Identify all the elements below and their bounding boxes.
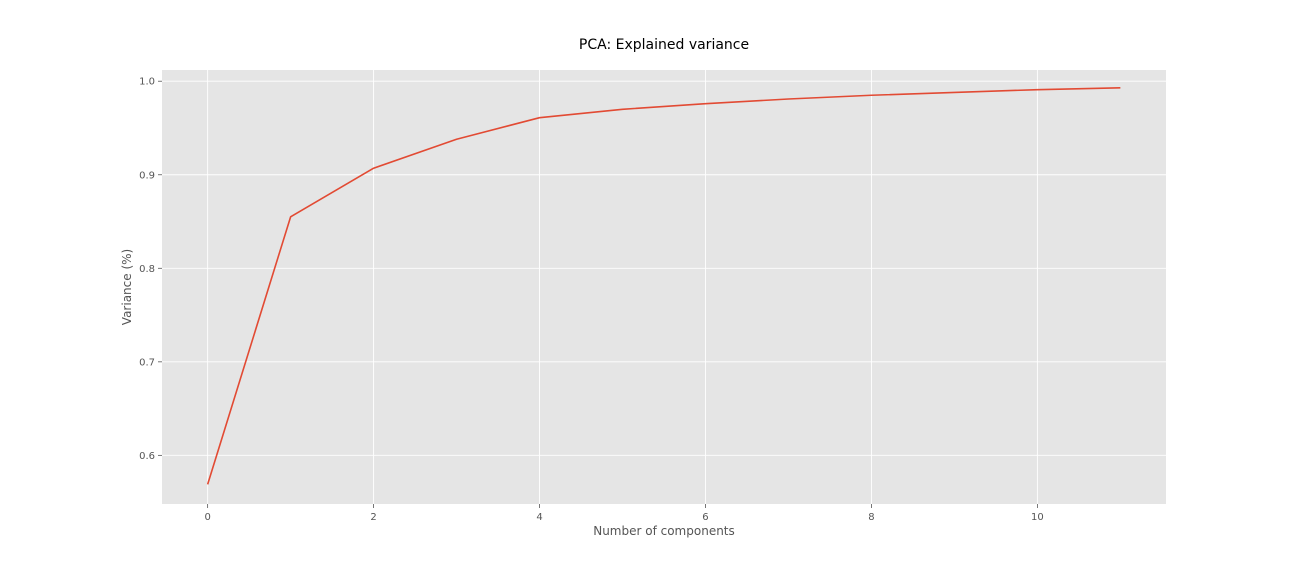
y-axis-ticks: 0.6 0.7 0.8 0.9 1.0 (139, 77, 162, 462)
chart-title: PCA: Explained variance (579, 37, 749, 53)
x-tick-label: 6 (702, 512, 708, 523)
x-tick-label: 8 (868, 512, 874, 523)
y-tick-label: 0.7 (139, 357, 155, 368)
y-tick-label: 0.8 (139, 264, 155, 275)
x-tick-label: 2 (370, 512, 376, 523)
x-tick-label: 10 (1031, 512, 1044, 523)
series-line (206, 86, 1121, 485)
plot-area (162, 70, 1166, 504)
y-tick-label: 0.6 (139, 451, 155, 462)
y-tick-label: 1.0 (139, 77, 155, 88)
series-layer (206, 86, 1121, 485)
y-tick-label: 0.9 (139, 170, 155, 181)
y-axis-label: Variance (%) (120, 249, 134, 325)
grid-lines (162, 70, 1166, 504)
x-axis-label: Number of components (593, 524, 735, 538)
x-axis-ticks: 0 2 4 6 8 10 (204, 504, 1044, 523)
x-tick-label: 4 (536, 512, 542, 523)
x-tick-label: 0 (204, 512, 210, 523)
